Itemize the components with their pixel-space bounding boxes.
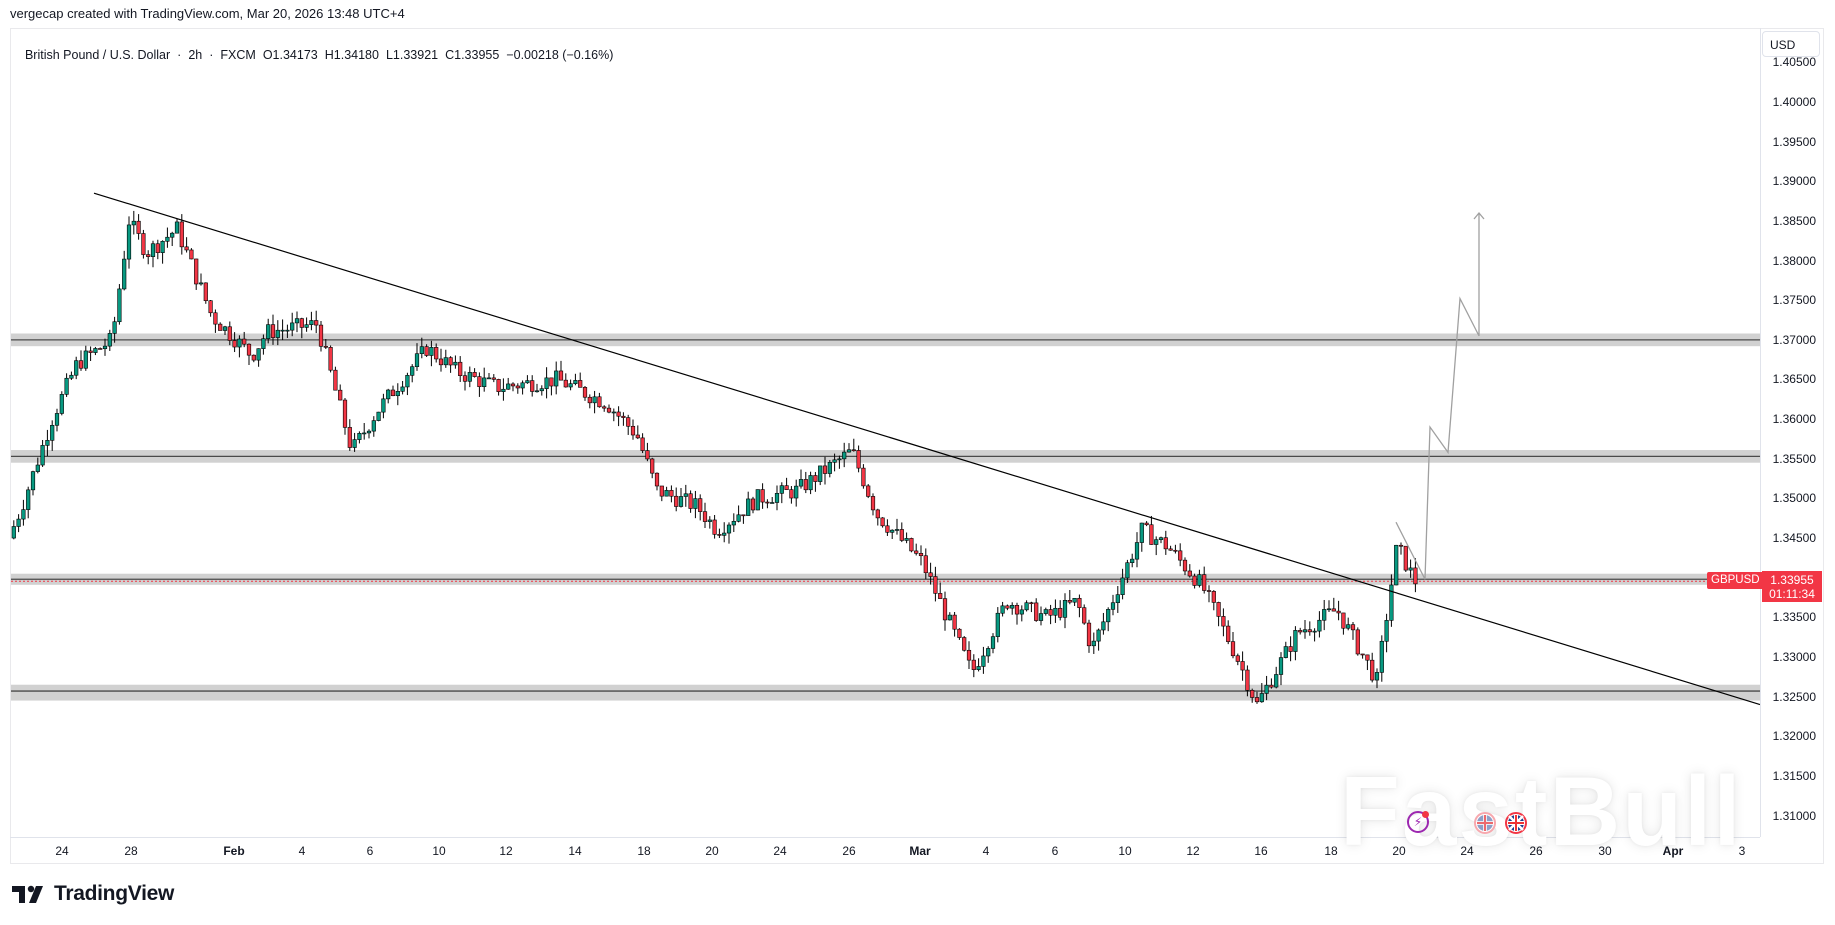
time-tick-label: 3	[1738, 844, 1746, 858]
price-tick-label: 1.31000	[1772, 808, 1816, 823]
price-tick-label: 1.36500	[1772, 372, 1816, 387]
price-tick-label: 1.38500	[1772, 213, 1816, 228]
time-tick-label: 28	[124, 844, 138, 858]
price-tick-label: 1.40000	[1772, 95, 1816, 109]
descending-trendline	[93, 192, 1761, 706]
time-tick-label: 18	[1324, 844, 1338, 858]
symbol-name[interactable]: British Pound / U.S. Dollar	[24, 48, 171, 62]
time-tick-label: 14	[568, 844, 582, 858]
exchange: FXCM	[220, 48, 256, 62]
time-tick-label: 16	[1254, 844, 1268, 858]
interval[interactable]: 2h	[188, 48, 203, 62]
drawing-overlays[interactable]	[93, 192, 1761, 706]
time-tick-label: 26	[842, 844, 856, 858]
uk-flag-icon	[1477, 815, 1493, 831]
time-tick-label: 10	[1118, 844, 1132, 858]
uk-flag-event-icon[interactable]	[1474, 812, 1496, 834]
legend-dot: ·	[209, 48, 214, 62]
price-tick-label: 1.36000	[1772, 412, 1816, 427]
time-tick-label: 12	[499, 844, 513, 858]
price-tick-label: 1.38000	[1772, 253, 1816, 268]
price-tick-label: 1.32000	[1772, 729, 1816, 744]
ohlc-low: L1.33921	[385, 48, 439, 62]
price-tick-label: 1.33000	[1772, 649, 1816, 664]
ohlc-high: H1.34180	[324, 48, 379, 62]
price-tick-label: 1.37000	[1772, 332, 1816, 347]
time-tick-label: 26	[1529, 844, 1543, 858]
brand-name: TradingView	[54, 882, 175, 905]
time-tick-label: Mar	[909, 844, 931, 858]
price-tick-label: 1.34500	[1772, 531, 1816, 546]
time-tick-label: 6	[1051, 844, 1059, 858]
price-tick-label: 1.37500	[1772, 293, 1816, 308]
price-axis[interactable]: 1.40500 1.40000 1.39500 1.39000 1.38500 1.380…	[1760, 28, 1824, 837]
bar-countdown: 01:11:34	[1769, 587, 1815, 601]
ohlc-open: O1.34173	[262, 48, 318, 62]
uk-flag-event-icon[interactable]	[1505, 812, 1527, 834]
price-tick-label: 1.32500	[1772, 689, 1816, 704]
time-tick-label: 10	[432, 844, 446, 858]
time-tick-label: 24	[1460, 844, 1474, 858]
legend-dot: ·	[177, 48, 182, 62]
time-tick-label: 4	[982, 844, 990, 858]
zone-band	[11, 684, 1760, 701]
projection-path	[1395, 212, 1480, 580]
horizontal-zones[interactable]	[11, 333, 1760, 701]
time-tick-label: 12	[1186, 844, 1200, 858]
arrow-up-icon	[1473, 211, 1485, 220]
price-tick-label: 1.39500	[1772, 134, 1816, 149]
currency-button[interactable]: USD	[1762, 31, 1820, 57]
price-tick-label: 1.35000	[1772, 491, 1816, 506]
price-tick-label: 1.35500	[1772, 451, 1816, 466]
price-tick-label: 1.31500	[1772, 768, 1816, 783]
time-tick-label: 30	[1598, 844, 1612, 858]
price-tick-label: 1.39000	[1772, 174, 1816, 189]
uk-flag-icon	[1508, 815, 1524, 831]
time-tick-label: Apr	[1662, 844, 1684, 858]
time-tick-label: 20	[1392, 844, 1406, 858]
ohlc-close: C1.33955	[445, 48, 500, 62]
symbol-price-label: GBPUSD	[1707, 572, 1764, 589]
last-price-value: 1.33955	[1770, 573, 1814, 587]
chart-credit: vergecap created with TradingView.com, M…	[10, 6, 405, 21]
time-tick-label: 24	[773, 844, 787, 858]
tradingview-logo[interactable]: TradingView	[12, 882, 174, 906]
ohlc-change: −0.00218 (−0.16%)	[506, 48, 614, 62]
time-axis[interactable]: 24 28 Feb 4 6 10 12 14 18 20 24 26 Mar 4 6 10 12 16 18 20 24…	[10, 837, 1760, 865]
time-tick-label: Feb	[223, 844, 245, 858]
last-price-label: 1.33955 01:11:34	[1762, 571, 1822, 602]
price-tick-label: 1.40500	[1772, 55, 1816, 70]
time-tick-label: 6	[366, 844, 374, 858]
price-tick-label: 1.33500	[1772, 610, 1816, 625]
time-tick-label: 4	[298, 844, 306, 858]
notification-dot	[1422, 811, 1429, 818]
symbol-legend: British Pound / U.S. Dollar · 2h · FXCM O1.34…	[18, 34, 620, 62]
candlestick-series	[11, 210, 1418, 704]
lightning-icon: ⚡	[1413, 815, 1423, 829]
time-tick-label: 24	[55, 844, 69, 858]
time-tick-label: 20	[705, 844, 719, 858]
economic-event-icon[interactable]: ⚡	[1407, 811, 1429, 833]
time-tick-label: 18	[637, 844, 651, 858]
tradingview-logo-icon	[12, 885, 43, 903]
